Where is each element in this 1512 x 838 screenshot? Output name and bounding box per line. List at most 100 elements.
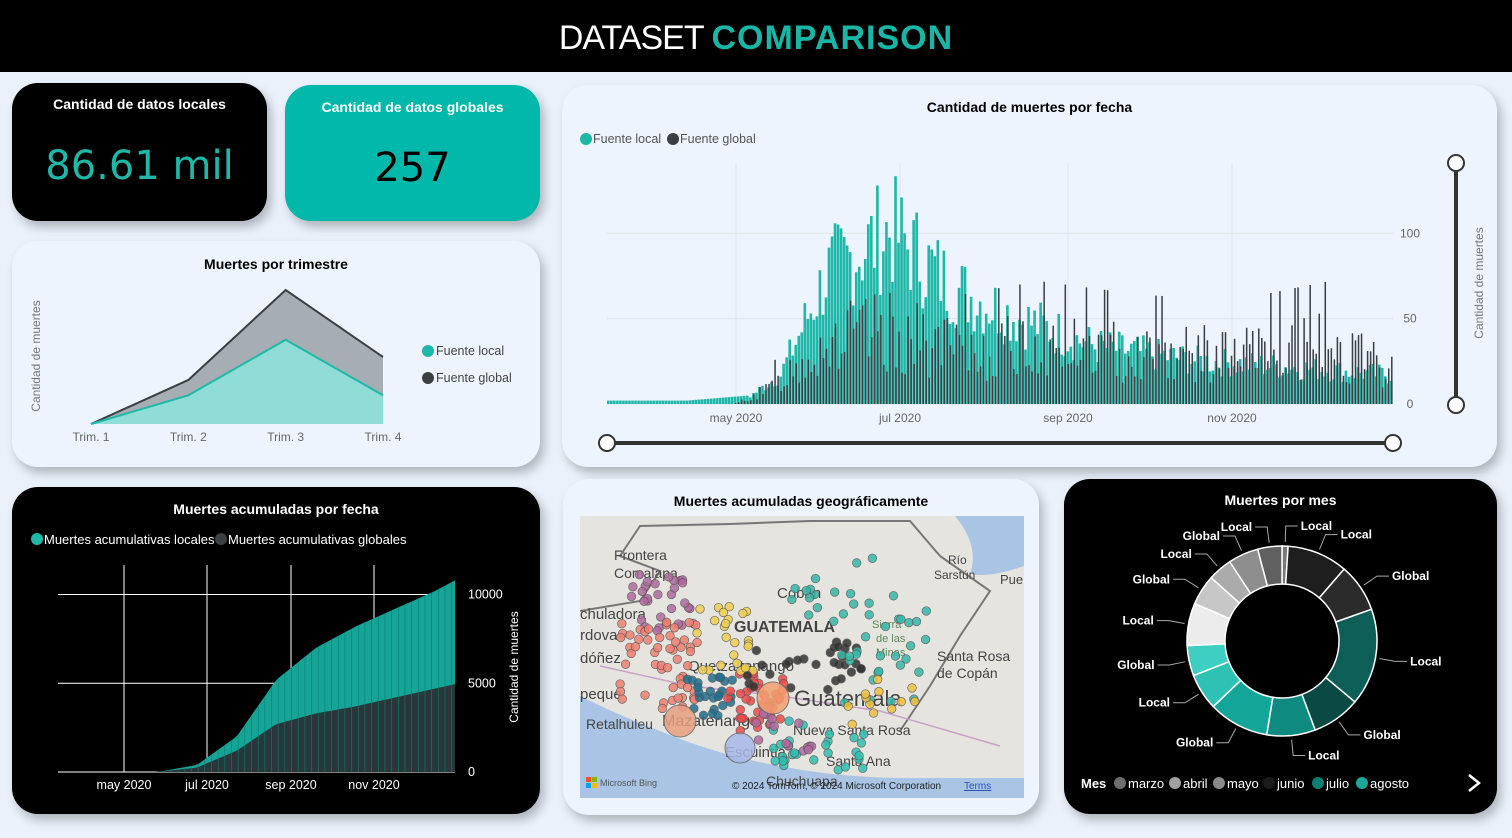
map-data-point[interactable] bbox=[725, 686, 735, 696]
map-data-point[interactable] bbox=[616, 632, 626, 643]
legend-label[interactable]: abril bbox=[1183, 776, 1208, 791]
bar-global[interactable] bbox=[1094, 370, 1097, 404]
y-range-slider-bottom-handle[interactable] bbox=[1447, 396, 1465, 414]
bar-global[interactable] bbox=[1034, 336, 1036, 404]
bar-local[interactable] bbox=[628, 400, 631, 404]
bar-global[interactable] bbox=[949, 345, 952, 404]
bar-global[interactable] bbox=[1100, 335, 1103, 404]
map-data-point[interactable] bbox=[867, 553, 878, 563]
bar-local[interactable] bbox=[900, 197, 903, 404]
map-data-point[interactable] bbox=[735, 705, 745, 715]
bar-global[interactable] bbox=[1291, 325, 1293, 404]
map-data-point[interactable] bbox=[684, 617, 694, 628]
map-data-point[interactable] bbox=[856, 664, 866, 674]
bar-local[interactable] bbox=[830, 236, 834, 404]
bar-global[interactable] bbox=[816, 375, 819, 404]
bar-global[interactable] bbox=[789, 360, 791, 404]
map-data-point[interactable] bbox=[668, 682, 678, 693]
bar-local[interactable] bbox=[803, 303, 807, 404]
bar-global[interactable] bbox=[810, 372, 813, 404]
bar-global[interactable] bbox=[1025, 366, 1027, 404]
bar-global[interactable] bbox=[840, 353, 843, 404]
bar-local[interactable] bbox=[652, 400, 655, 404]
bar-local[interactable] bbox=[1120, 335, 1124, 404]
map-data-point[interactable] bbox=[907, 683, 917, 693]
bar-global[interactable] bbox=[774, 359, 776, 404]
map-data-point[interactable] bbox=[823, 748, 833, 758]
map-data-point[interactable] bbox=[721, 618, 731, 629]
bar-global[interactable] bbox=[1273, 349, 1275, 404]
map-terms-link[interactable]: Terms bbox=[964, 781, 991, 792]
bar-global[interactable] bbox=[1294, 288, 1296, 404]
bar-global[interactable] bbox=[1040, 362, 1042, 404]
bar-global[interactable] bbox=[1261, 337, 1263, 404]
bar-global[interactable] bbox=[813, 364, 816, 404]
bar-local[interactable] bbox=[685, 400, 689, 404]
bar-global[interactable] bbox=[1230, 355, 1233, 404]
map-data-point[interactable] bbox=[769, 743, 779, 753]
bar-global[interactable] bbox=[1242, 344, 1245, 404]
bar-global[interactable] bbox=[964, 293, 967, 404]
bar-global[interactable] bbox=[1049, 339, 1051, 404]
map-data-point[interactable] bbox=[829, 616, 839, 626]
map-data-point[interactable] bbox=[634, 570, 645, 580]
bar-local[interactable] bbox=[743, 395, 746, 404]
map-data-point[interactable] bbox=[794, 718, 804, 728]
bar-local[interactable] bbox=[818, 270, 822, 404]
map-data-point[interactable] bbox=[642, 577, 652, 587]
map-data-point[interactable] bbox=[735, 689, 746, 699]
bar-global[interactable] bbox=[744, 400, 746, 404]
bar-local[interactable] bbox=[930, 249, 934, 404]
bar-local[interactable] bbox=[691, 400, 695, 404]
map-data-point[interactable] bbox=[812, 602, 823, 613]
map-data-point[interactable] bbox=[643, 635, 653, 645]
bar-global[interactable] bbox=[1209, 382, 1212, 404]
map-data-point[interactable] bbox=[695, 604, 705, 614]
bar-global[interactable] bbox=[1360, 333, 1363, 404]
bar-local[interactable] bbox=[733, 396, 737, 404]
map-data-point[interactable] bbox=[920, 634, 931, 645]
bar-global[interactable] bbox=[1333, 359, 1336, 404]
bar-local[interactable] bbox=[870, 216, 873, 404]
bar-local[interactable] bbox=[1027, 306, 1030, 404]
bar-global[interactable] bbox=[1194, 382, 1197, 404]
map-data-point[interactable] bbox=[751, 718, 761, 728]
map-data-point[interactable] bbox=[874, 666, 884, 677]
bar-local[interactable] bbox=[1012, 321, 1015, 404]
bar-global[interactable] bbox=[1218, 368, 1221, 404]
bar-global[interactable] bbox=[1309, 284, 1311, 404]
bar-local[interactable] bbox=[939, 301, 943, 404]
bar-local[interactable] bbox=[993, 287, 997, 404]
bar-global[interactable] bbox=[795, 363, 798, 404]
bar-global[interactable] bbox=[1118, 348, 1121, 404]
map-data-point[interactable] bbox=[680, 598, 690, 608]
bar-global[interactable] bbox=[825, 348, 828, 404]
legend-label[interactable]: junio bbox=[1276, 776, 1304, 791]
bar-local[interactable] bbox=[706, 398, 710, 404]
map-data-point[interactable] bbox=[736, 713, 747, 724]
map-data-point[interactable] bbox=[716, 660, 726, 670]
bar-local[interactable] bbox=[694, 399, 698, 404]
bar-local[interactable] bbox=[697, 399, 701, 404]
bar-global[interactable] bbox=[1103, 289, 1106, 404]
bar-global[interactable] bbox=[973, 353, 976, 404]
map-data-point[interactable] bbox=[732, 658, 742, 668]
map-data-point[interactable] bbox=[730, 637, 740, 648]
bar-global[interactable] bbox=[756, 399, 758, 404]
bar-global[interactable] bbox=[843, 351, 846, 404]
bar-global[interactable] bbox=[904, 374, 906, 404]
por-mes-chart[interactable]: LocalLocalGlobalLocalGlobalLocalGlobalLo… bbox=[1064, 479, 1497, 814]
bar-global[interactable] bbox=[1028, 365, 1030, 404]
bar-global[interactable] bbox=[1019, 284, 1021, 404]
legend-label[interactable]: julio bbox=[1325, 776, 1349, 791]
bar-local[interactable] bbox=[718, 397, 722, 404]
map-data-point[interactable] bbox=[784, 716, 794, 726]
bar-global[interactable] bbox=[1010, 351, 1012, 404]
bar-local[interactable] bbox=[1133, 341, 1136, 404]
bar-global[interactable] bbox=[762, 394, 764, 404]
map-data-point[interactable] bbox=[727, 675, 737, 685]
acumuladas-chart[interactable]: Muertes acumulativas locales Muertes acu… bbox=[12, 487, 540, 814]
bar-global[interactable] bbox=[1170, 343, 1172, 404]
bar-global[interactable] bbox=[1088, 336, 1091, 404]
bar-local[interactable] bbox=[640, 400, 643, 404]
